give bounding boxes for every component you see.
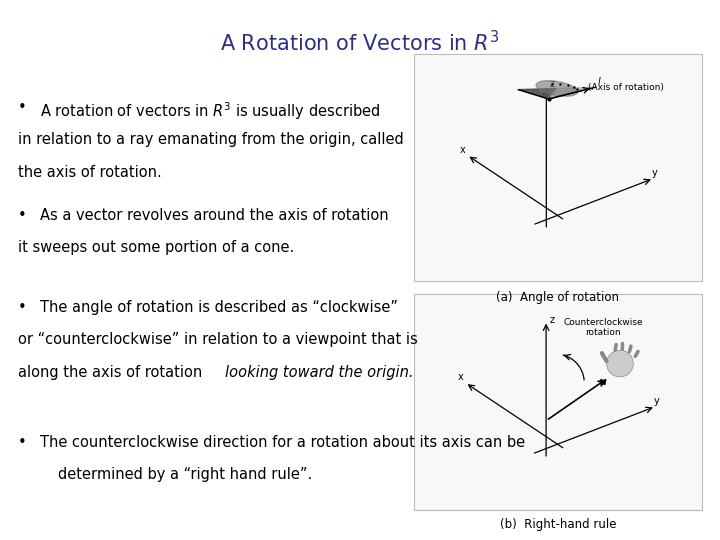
Text: y: y: [653, 396, 659, 406]
Text: •: •: [18, 208, 27, 223]
Text: z: z: [550, 315, 555, 325]
Text: determined by a “right hand rule”.: determined by a “right hand rule”.: [58, 467, 312, 482]
Text: (Axis of rotation): (Axis of rotation): [588, 83, 665, 92]
Polygon shape: [549, 87, 595, 99]
Text: •: •: [18, 300, 27, 315]
Text: l: l: [598, 77, 600, 87]
Text: along the axis of rotation: along the axis of rotation: [18, 364, 207, 380]
Bar: [414, 294, 702, 510]
Text: Counterclockwise
rotation: Counterclockwise rotation: [564, 318, 643, 337]
Polygon shape: [518, 89, 557, 99]
Text: (a)  Angle of rotation: (a) Angle of rotation: [497, 291, 619, 303]
Text: the axis of rotation.: the axis of rotation.: [18, 165, 162, 180]
Text: As a vector revolves around the axis of rotation: As a vector revolves around the axis of …: [40, 208, 388, 223]
Text: The angle of rotation is described as “clockwise”: The angle of rotation is described as “c…: [40, 300, 397, 315]
Text: A rotation of vectors in $\mathit{R}^3$ is usually described: A rotation of vectors in $\mathit{R}^3$ …: [40, 100, 380, 122]
Text: •: •: [18, 100, 27, 115]
Text: The counterclockwise direction for a rotation about its axis can be: The counterclockwise direction for a rot…: [40, 435, 525, 450]
Text: it sweeps out some portion of a cone.: it sweeps out some portion of a cone.: [18, 240, 294, 255]
Text: in relation to a ray emanating from the origin, called: in relation to a ray emanating from the …: [18, 132, 404, 147]
Text: x: x: [460, 145, 466, 154]
Text: z: z: [550, 79, 555, 89]
Text: A Rotation of Vectors in $\mathit{R}^3$: A Rotation of Vectors in $\mathit{R}^3$: [220, 30, 500, 55]
Text: (b)  Right-hand rule: (b) Right-hand rule: [500, 518, 616, 531]
Ellipse shape: [536, 80, 577, 96]
Text: looking toward the origin.: looking toward the origin.: [225, 364, 414, 380]
Bar: [414, 54, 702, 281]
Text: •: •: [18, 435, 27, 450]
Text: u: u: [598, 377, 606, 387]
Text: y: y: [652, 168, 657, 178]
Circle shape: [606, 350, 634, 377]
Text: x: x: [458, 372, 464, 382]
Text: or “counterclockwise” in relation to a viewpoint that is: or “counterclockwise” in relation to a v…: [18, 332, 418, 347]
